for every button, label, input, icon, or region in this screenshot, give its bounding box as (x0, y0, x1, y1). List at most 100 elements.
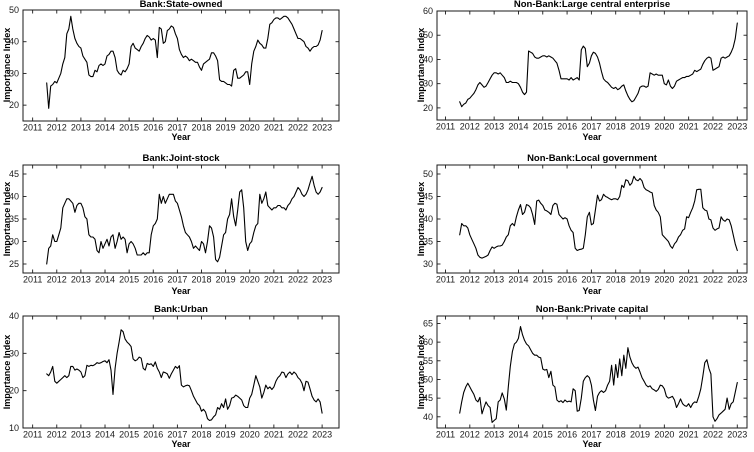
x-tick-label: 2022 (703, 430, 723, 440)
x-tick-label: 2021 (264, 430, 284, 440)
x-tick-label: 2012 (47, 430, 67, 440)
data-line (459, 325, 738, 423)
y-tick-label: 45 (423, 192, 433, 202)
y-tick-label: 35 (423, 237, 433, 247)
y-tick-label: 40 (9, 37, 19, 47)
x-tick-label: 2020 (240, 430, 260, 440)
y-tick-label: 40 (423, 214, 433, 224)
x-tick-label: 2019 (216, 123, 236, 133)
x-axis-label: Year (582, 132, 602, 142)
x-tick-label: 2011 (436, 122, 455, 132)
x-tick-label: 2014 (508, 430, 528, 440)
y-tick-label: 50 (423, 30, 433, 40)
subplot: 2011 2012 2013 2014 2015 2016 2017 2018 2019 2020… (9, 164, 340, 285)
x-tick-label: 2020 (240, 123, 260, 133)
axis-box (436, 164, 748, 274)
y-tick-label: 50 (423, 169, 433, 179)
x-tick-label: 2017 (581, 275, 601, 285)
y-tick-label: 65 (423, 318, 433, 328)
axis-box (22, 315, 340, 429)
x-tick-label: 2013 (71, 430, 91, 440)
x-tick-label: 2019 (630, 275, 650, 285)
x-tick-label: 2021 (679, 122, 699, 132)
x-tick-label: 2019 (630, 430, 650, 440)
x-tick-label: 2015 (119, 275, 139, 285)
chart-title: Non-Bank:Private capital (535, 304, 649, 315)
x-tick-label: 2021 (264, 123, 284, 133)
x-axis-label: Year (582, 286, 602, 296)
x-tick-label: 2018 (191, 123, 211, 133)
chart-title: Bank:Joint-stock (142, 153, 220, 164)
x-tick-label: 2022 (703, 122, 723, 132)
x-tick-label: 2015 (533, 430, 553, 440)
chart-title: Bank:State-owned (139, 0, 223, 10)
x-tick-label: 2017 (167, 430, 187, 440)
x-tick-label: 2021 (679, 430, 699, 440)
y-tick-label: 10 (9, 423, 19, 433)
x-axis-label: Year (582, 439, 602, 449)
x-tick-label: 2017 (167, 123, 187, 133)
x-tick-label: 2014 (95, 430, 115, 440)
x-tick-label: 2013 (71, 123, 91, 133)
y-tick-label: 40 (423, 54, 433, 64)
y-tick-label: 60 (423, 6, 433, 16)
x-tick-label: 2011 (23, 123, 42, 133)
y-axis-label: Importance Index (2, 27, 12, 103)
subplot: 2011 2012 2013 2014 2015 2016 2017 2018 2019 2020… (9, 5, 340, 133)
y-tick-label: 55 (423, 356, 433, 366)
y-tick-label: 20 (423, 103, 433, 113)
x-tick-label: 2017 (167, 275, 187, 285)
x-tick-label: 2016 (557, 275, 577, 285)
x-tick-label: 2022 (703, 275, 723, 285)
y-tick-label: 40 (9, 311, 19, 321)
x-axis-label: Year (171, 286, 191, 296)
x-tick-label: 2023 (727, 275, 747, 285)
x-tick-label: 2022 (288, 275, 308, 285)
x-tick-label: 2014 (508, 275, 528, 285)
x-tick-label: 2012 (460, 430, 480, 440)
axis-box (436, 10, 748, 121)
x-tick-label: 2022 (288, 123, 308, 133)
x-tick-label: 2013 (484, 430, 504, 440)
x-tick-label: 2012 (460, 122, 480, 132)
subplot: 2011 2012 2013 2014 2015 2016 2017 2018 2019 2020… (423, 6, 748, 132)
y-tick-label: 30 (9, 68, 19, 78)
x-tick-label: 2016 (143, 275, 163, 285)
x-tick-label: 2014 (95, 123, 115, 133)
data-line (46, 15, 323, 109)
x-tick-label: 2019 (216, 275, 236, 285)
x-tick-label: 2016 (557, 430, 577, 440)
x-tick-label: 2015 (119, 123, 139, 133)
x-tick-label: 2019 (216, 430, 236, 440)
y-tick-label: 20 (9, 100, 19, 110)
y-tick-label: 30 (423, 79, 433, 89)
x-tick-label: 2011 (436, 275, 455, 285)
x-tick-label: 2015 (533, 122, 553, 132)
y-tick-label: 30 (9, 237, 19, 247)
axis-box (22, 164, 340, 274)
x-tick-label: 2018 (191, 430, 211, 440)
y-axis-label: Importance Index (416, 334, 426, 410)
data-line (459, 22, 738, 108)
x-tick-label: 2017 (581, 122, 601, 132)
y-tick-label: 30 (9, 348, 19, 358)
y-tick-label: 50 (423, 374, 433, 384)
chart-title: Non-Bank:Large central enterprise (513, 0, 671, 10)
x-tick-label: 2011 (436, 430, 455, 440)
x-tick-label: 2015 (119, 430, 139, 440)
x-axis-label: Year (171, 132, 191, 142)
axis-box (436, 315, 748, 429)
y-tick-label: 25 (9, 259, 19, 269)
x-tick-label: 2014 (508, 122, 528, 132)
x-tick-label: 2020 (654, 430, 674, 440)
y-tick-label: 45 (9, 169, 19, 179)
x-tick-label: 2014 (95, 275, 115, 285)
x-tick-label: 2018 (606, 122, 626, 132)
x-tick-label: 2020 (654, 122, 674, 132)
x-tick-label: 2020 (240, 275, 260, 285)
y-tick-label: 40 (423, 412, 433, 422)
x-tick-label: 2011 (23, 275, 42, 285)
x-tick-label: 2016 (143, 123, 163, 133)
y-tick-label: 40 (9, 192, 19, 202)
